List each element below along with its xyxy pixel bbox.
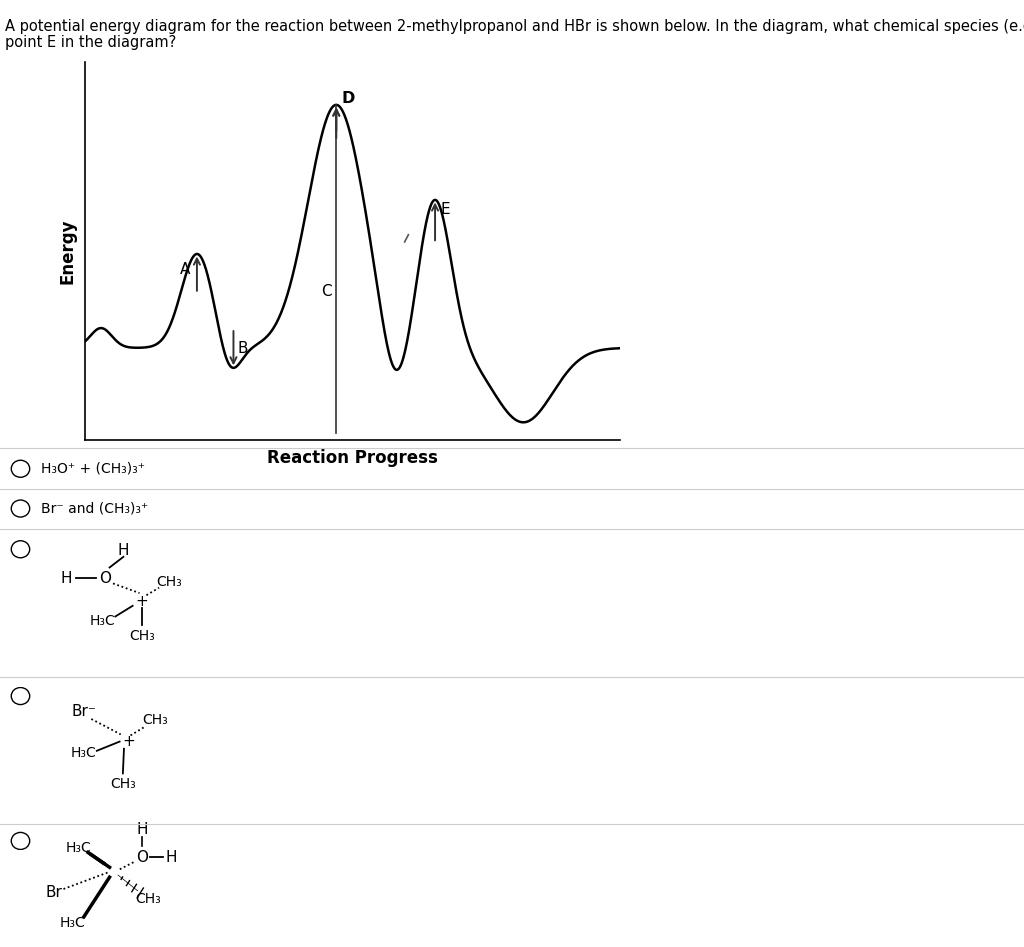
Text: CH₃: CH₃ (129, 629, 155, 643)
Text: CH₃: CH₃ (157, 576, 182, 589)
Text: H₃C: H₃C (66, 841, 92, 854)
Text: CH₃: CH₃ (142, 713, 168, 727)
Text: C: C (322, 284, 332, 299)
Text: H₃C: H₃C (59, 916, 86, 930)
Text: D: D (342, 91, 355, 106)
Text: Br⁻ and (CH₃)₃⁺: Br⁻ and (CH₃)₃⁺ (41, 502, 148, 515)
Text: H: H (118, 543, 129, 558)
Text: A: A (180, 261, 190, 277)
Text: point E in the diagram?: point E in the diagram? (5, 35, 176, 50)
Text: CH₃: CH₃ (110, 777, 136, 791)
Text: O: O (136, 849, 148, 865)
Text: H: H (136, 822, 148, 837)
Text: A potential energy diagram for the reaction between 2-methylpropanol and HBr is : A potential energy diagram for the react… (5, 19, 1024, 34)
Text: Br⁻: Br⁻ (72, 705, 96, 720)
Text: H₃O⁺ + (CH₃)₃⁺: H₃O⁺ + (CH₃)₃⁺ (41, 462, 145, 475)
Text: H₃C: H₃C (90, 614, 116, 628)
Text: H: H (60, 571, 72, 585)
Text: +: + (135, 594, 148, 609)
Text: +: + (122, 734, 135, 749)
Text: H: H (165, 849, 177, 865)
Text: H₃C: H₃C (71, 746, 96, 759)
Y-axis label: Energy: Energy (58, 218, 77, 284)
Text: CH₃: CH₃ (135, 892, 162, 906)
Text: Br: Br (46, 885, 62, 901)
Text: O: O (99, 571, 111, 585)
Text: E: E (440, 203, 450, 218)
Text: B: B (238, 342, 248, 356)
X-axis label: Reaction Progress: Reaction Progress (267, 449, 437, 467)
